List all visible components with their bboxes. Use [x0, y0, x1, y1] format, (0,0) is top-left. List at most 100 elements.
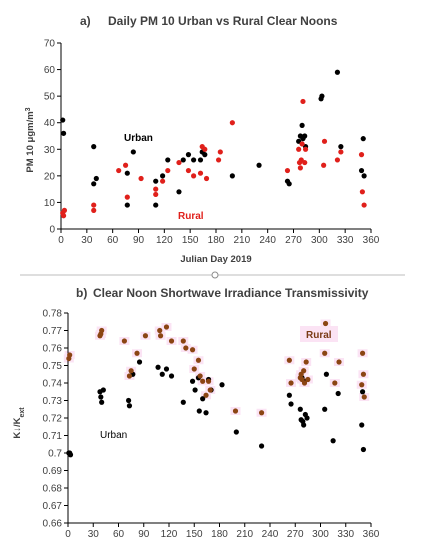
- panel-a-label: a): [80, 14, 91, 28]
- urban-point: [229, 173, 235, 179]
- urban-point: [256, 162, 262, 168]
- x-tick-label: 30: [88, 529, 100, 540]
- rural-point: [160, 178, 166, 184]
- rural-point: [176, 159, 182, 166]
- y-tick-label: 30: [44, 145, 56, 156]
- urban-point: [180, 399, 186, 405]
- urban-point: [322, 406, 328, 412]
- rural-point: [138, 175, 144, 182]
- urban-point: [191, 157, 197, 163]
- rural-point: [60, 213, 67, 219]
- urban-point: [180, 157, 186, 163]
- x-tick-label: 180: [211, 529, 228, 540]
- rural-point: [305, 376, 311, 383]
- panel-a-annotation-urban: Urban: [124, 133, 153, 144]
- urban-point: [185, 152, 192, 158]
- rural-point: [153, 191, 159, 198]
- panel-a-annotation-rural: Rural: [178, 211, 204, 222]
- y-tick-label: 0.74: [43, 379, 63, 390]
- urban-point: [358, 167, 365, 174]
- rural-point: [299, 141, 305, 147]
- rural-point: [202, 146, 208, 152]
- urban-point: [319, 93, 325, 99]
- y-tick-label: 0.7: [48, 449, 62, 460]
- rural-point: [207, 387, 213, 393]
- rural-point: [157, 327, 163, 334]
- urban-point: [189, 378, 196, 384]
- urban-point: [168, 373, 175, 379]
- rural-point: [303, 359, 309, 365]
- urban-point: [360, 446, 367, 453]
- panel-b-ylabel: K↓/Kext: [12, 407, 26, 439]
- y-tick-label: 0.77: [43, 326, 63, 337]
- rural-point: [180, 338, 186, 344]
- x-tick-label: 240: [259, 235, 276, 246]
- rural-point: [301, 368, 307, 374]
- y-tick-label: 0.69: [43, 466, 63, 477]
- rural-point: [322, 320, 329, 327]
- rural-point: [122, 162, 129, 168]
- urban-point: [304, 415, 310, 421]
- x-tick-label: 90: [138, 529, 150, 540]
- panel-b-annotation-urban: Urban: [100, 430, 127, 441]
- urban-point: [159, 371, 165, 377]
- x-tick-label: 120: [156, 235, 173, 246]
- rural-point: [302, 159, 308, 166]
- rural-point: [168, 338, 175, 344]
- rural-point: [195, 357, 202, 363]
- rural-point: [185, 167, 192, 174]
- rural-point: [215, 157, 222, 163]
- urban-point: [360, 136, 366, 142]
- rural-point: [191, 173, 197, 179]
- urban-point: [60, 130, 67, 136]
- urban-point: [286, 392, 292, 398]
- rural-point: [183, 345, 189, 351]
- y-tick-label: 0.72: [43, 414, 63, 425]
- panel-a-ylabel: PM 10 μgm/m3: [25, 107, 37, 172]
- urban-point: [155, 364, 161, 370]
- rural-point: [322, 350, 328, 356]
- rural-point: [203, 175, 210, 182]
- rural-point: [284, 167, 291, 174]
- x-tick-label: 330: [337, 529, 354, 540]
- y-tick-label: 0.73: [43, 396, 63, 407]
- rural-point: [359, 350, 366, 356]
- rural-point: [217, 149, 223, 155]
- rural-point: [197, 373, 203, 379]
- rural-point: [286, 357, 292, 363]
- rural-point: [360, 371, 367, 377]
- x-tick-label: 240: [262, 529, 279, 540]
- panel-b-label: b): [76, 286, 87, 300]
- urban-point: [165, 157, 171, 163]
- urban-point: [197, 157, 204, 163]
- urban-point: [93, 175, 99, 182]
- y-tick-label: 0.71: [43, 431, 63, 442]
- rural-point: [229, 120, 235, 126]
- y-tick-label: 0.76: [43, 344, 63, 355]
- rural-point: [165, 167, 171, 174]
- x-tick-label: 210: [233, 235, 250, 246]
- rural-point: [332, 380, 338, 386]
- rural-point: [134, 350, 140, 356]
- y-tick-label: 0: [49, 225, 55, 236]
- urban-point: [153, 202, 159, 208]
- rural-point: [153, 186, 159, 192]
- urban-point: [163, 366, 170, 372]
- panel-b-annotation-rural: Rural: [306, 330, 332, 341]
- urban-point: [359, 389, 366, 395]
- rural-point: [67, 352, 73, 358]
- rural-point: [116, 167, 122, 174]
- y-tick-label: 0.66: [43, 519, 63, 530]
- rural-point: [128, 368, 134, 374]
- urban-point: [359, 422, 365, 428]
- urban-point: [196, 408, 202, 414]
- x-tick-label: 0: [58, 235, 64, 246]
- rural-point: [126, 373, 133, 379]
- x-tick-label: 0: [65, 529, 71, 540]
- rural-point: [334, 157, 341, 163]
- panel-b-rural-label-bg: [300, 326, 338, 342]
- urban-point: [301, 422, 307, 428]
- urban-point: [219, 382, 225, 388]
- rural-point: [124, 194, 130, 200]
